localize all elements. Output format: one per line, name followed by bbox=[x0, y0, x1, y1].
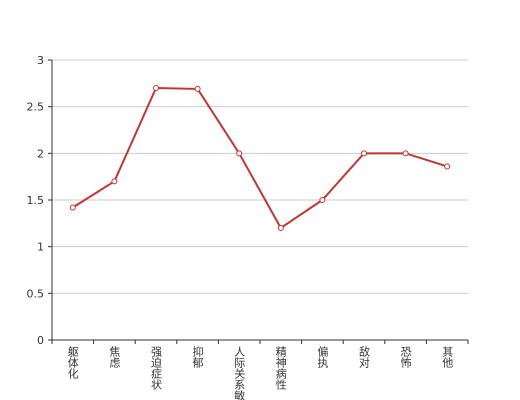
data-point bbox=[194, 85, 201, 92]
x-tick-label: 抑郁 bbox=[191, 345, 204, 368]
x-tick-label: 焦虑 bbox=[108, 346, 121, 368]
x-tick-label: 人际关系敏感 bbox=[233, 346, 246, 400]
series-line bbox=[72, 86, 448, 230]
y-tick-label: 2.5 bbox=[27, 101, 45, 114]
y-tick-label: 1.5 bbox=[27, 194, 45, 207]
x-tick-label: 其他 bbox=[441, 346, 454, 368]
y-tick-label: 3 bbox=[37, 54, 44, 67]
y-tick-label: 0 bbox=[37, 334, 44, 347]
data-point bbox=[236, 150, 243, 157]
x-tick-label: 敌对 bbox=[358, 345, 371, 368]
y-tick-label: 2 bbox=[37, 147, 44, 160]
y-tick-label: 0.5 bbox=[27, 287, 45, 300]
data-point bbox=[361, 150, 367, 157]
y-tick-label: 1 bbox=[37, 241, 44, 254]
data-point bbox=[153, 85, 159, 91]
data-point bbox=[319, 197, 326, 203]
data-point bbox=[69, 204, 76, 211]
data-point bbox=[277, 225, 284, 231]
x-tick-label: 精神病性 bbox=[274, 346, 287, 391]
data-point bbox=[444, 163, 451, 170]
x-tick-label: 恐怖 bbox=[399, 346, 412, 368]
x-tick-label: 强迫症状 bbox=[150, 346, 163, 390]
x-tick-label: 躯体化 bbox=[66, 346, 79, 380]
x-tick-label: 偏执 bbox=[316, 345, 329, 369]
data-point bbox=[111, 178, 118, 185]
data-point bbox=[402, 150, 409, 157]
